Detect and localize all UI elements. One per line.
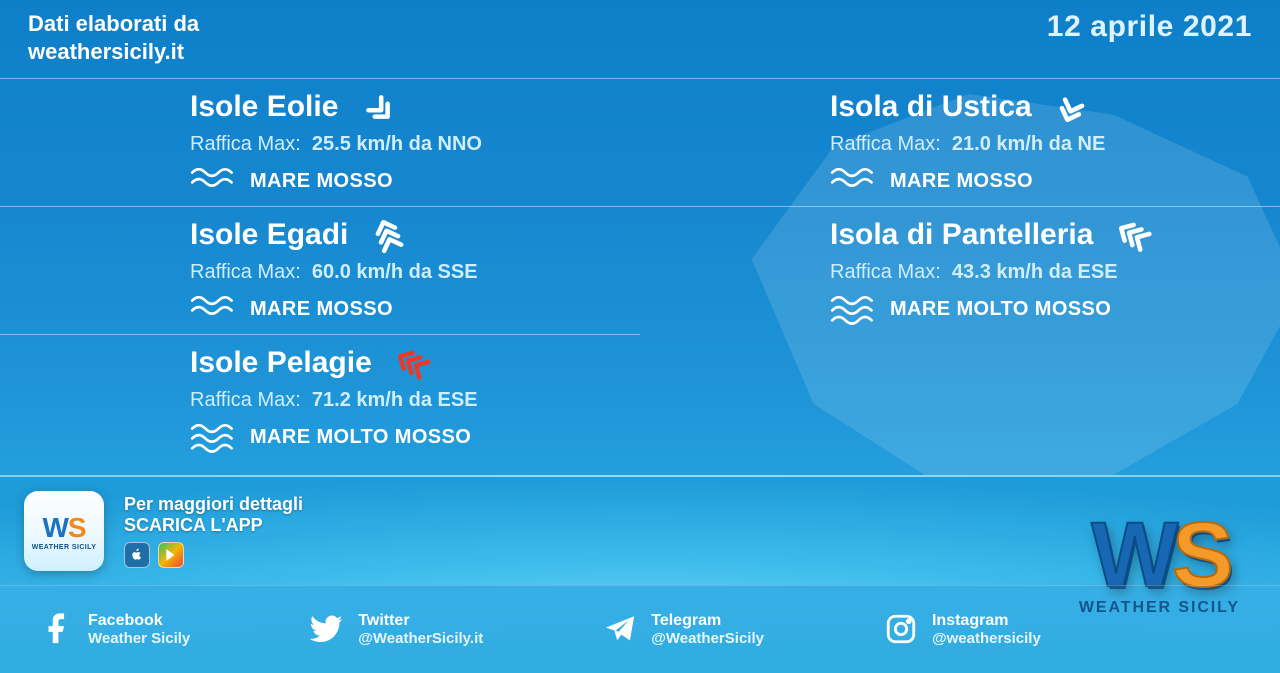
store-badges bbox=[124, 542, 303, 568]
social-name: Instagram bbox=[932, 612, 1041, 630]
social-name: Facebook bbox=[88, 612, 190, 630]
wind-direction-icon bbox=[1115, 217, 1151, 253]
sea-state-icon bbox=[190, 166, 236, 196]
sea-state-icon bbox=[190, 422, 236, 452]
social-bar: Facebook Weather Sicily Twitter @Weather… bbox=[0, 585, 1280, 673]
instagram-icon bbox=[884, 612, 918, 646]
location-title: Isole Egadi bbox=[190, 218, 348, 252]
location-card: Isola di Pantelleria Raffica Max: 43.3 k… bbox=[640, 206, 1280, 334]
locations-grid: Isole Eolie Raffica Max: 25.5 km/h da NN… bbox=[0, 78, 1280, 462]
social-name: Twitter bbox=[358, 612, 483, 630]
download-line2: SCARICA L'APP bbox=[124, 515, 303, 536]
playstore-icon[interactable] bbox=[158, 542, 184, 568]
header: Dati elaborati da weathersicily.it 12 ap… bbox=[0, 0, 1280, 73]
sea-state: MARE MOSSO bbox=[890, 170, 1033, 193]
twitter-icon bbox=[310, 612, 344, 646]
forecast-date: 12 aprile 2021 bbox=[1047, 10, 1252, 44]
gust-line: Raffica Max: 71.2 km/h da ESE bbox=[190, 389, 630, 412]
social-handle: @WeatherSicily bbox=[651, 630, 764, 647]
app-ws-logo: WS bbox=[42, 512, 85, 544]
social-handle: @weathersicily bbox=[932, 630, 1041, 647]
wind-direction-icon bbox=[370, 217, 406, 253]
app-tile-label: WEATHER SICILY bbox=[32, 544, 97, 551]
gust-line: Raffica Max: 25.5 km/h da NNO bbox=[190, 133, 630, 156]
data-source: Dati elaborati da weathersicily.it bbox=[28, 10, 199, 65]
appstore-icon[interactable] bbox=[124, 542, 150, 568]
location-title: Isola di Ustica bbox=[830, 90, 1032, 124]
sea-state-icon bbox=[830, 294, 876, 324]
location-card: Isole Eolie Raffica Max: 25.5 km/h da NN… bbox=[0, 78, 640, 206]
social-name: Telegram bbox=[651, 612, 764, 630]
gust-line: Raffica Max: 21.0 km/h da NE bbox=[830, 133, 1270, 156]
wind-direction-icon bbox=[394, 345, 430, 381]
sea-state-icon bbox=[190, 294, 236, 324]
telegram-icon bbox=[603, 612, 637, 646]
social-handle: Weather Sicily bbox=[88, 630, 190, 647]
wind-direction-icon bbox=[1054, 89, 1090, 125]
source-line2: weathersicily.it bbox=[28, 38, 199, 66]
gust-line: Raffica Max: 60.0 km/h da SSE bbox=[190, 261, 630, 284]
wind-direction-icon bbox=[360, 89, 396, 125]
social-instagram[interactable]: Instagram @weathersicily bbox=[884, 612, 1041, 648]
sea-state: MARE MOSSO bbox=[250, 170, 393, 193]
location-card: Isola di Ustica Raffica Max: 21.0 km/h d… bbox=[640, 78, 1280, 206]
source-line1: Dati elaborati da bbox=[28, 10, 199, 38]
location-title: Isole Pelagie bbox=[190, 346, 372, 380]
download-text: Per maggiori dettagli SCARICA L'APP bbox=[124, 494, 303, 567]
social-telegram[interactable]: Telegram @WeatherSicily bbox=[603, 612, 764, 648]
sea-state: MARE MOLTO MOSSO bbox=[250, 426, 471, 449]
sea-state-icon bbox=[830, 166, 876, 196]
app-icon-tile[interactable]: WS WEATHER SICILY bbox=[24, 491, 104, 571]
social-handle: @WeatherSicily.it bbox=[358, 630, 483, 647]
sea-state: MARE MOSSO bbox=[250, 298, 393, 321]
location-card: Isole Egadi Raffica Max: 60.0 km/h da SS… bbox=[0, 206, 640, 334]
social-facebook[interactable]: Facebook Weather Sicily bbox=[40, 612, 190, 648]
location-title: Isole Eolie bbox=[190, 90, 338, 124]
social-twitter[interactable]: Twitter @WeatherSicily.it bbox=[310, 612, 483, 648]
facebook-icon bbox=[40, 612, 74, 646]
gust-line: Raffica Max: 43.3 km/h da ESE bbox=[830, 261, 1270, 284]
sea-state: MARE MOLTO MOSSO bbox=[890, 298, 1111, 321]
download-line1: Per maggiori dettagli bbox=[124, 494, 303, 515]
weather-infographic: Dati elaborati da weathersicily.it 12 ap… bbox=[0, 0, 1280, 673]
location-card: Isole Pelagie Raffica Max: 71.2 km/h da … bbox=[0, 334, 640, 462]
location-title: Isola di Pantelleria bbox=[830, 218, 1093, 252]
